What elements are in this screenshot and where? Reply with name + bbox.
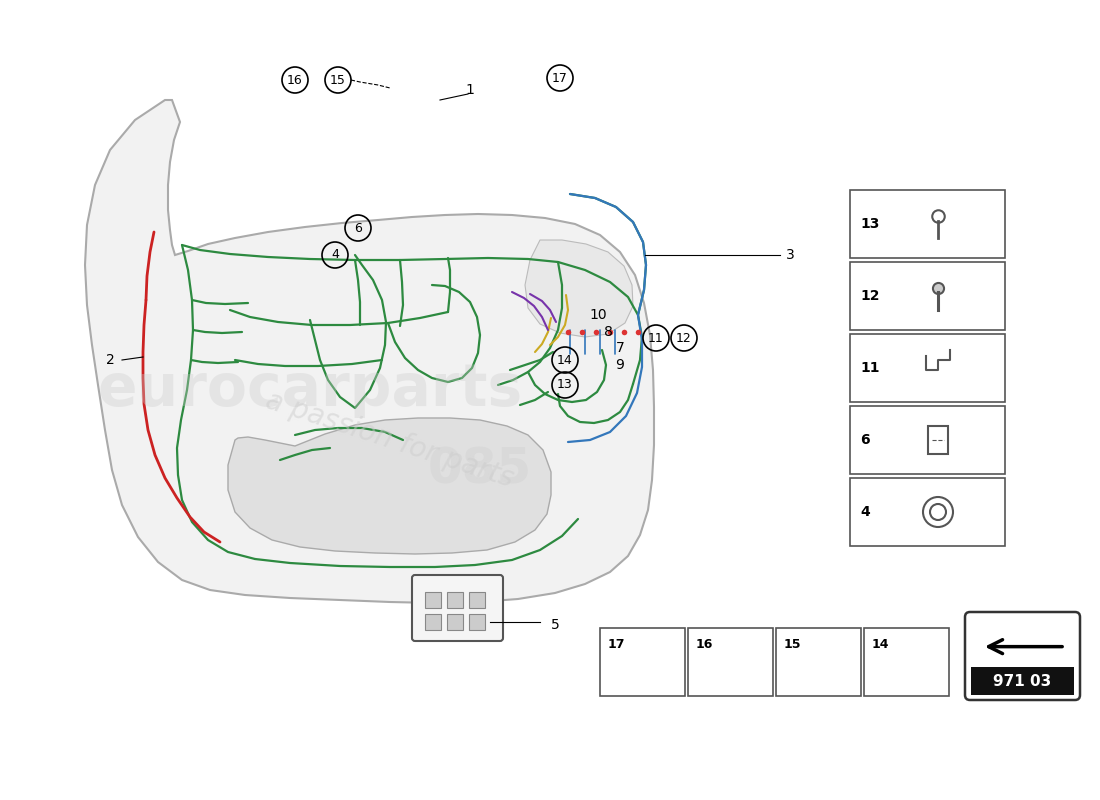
Bar <box>850 262 1005 330</box>
Text: 6: 6 <box>354 222 362 234</box>
Text: 15: 15 <box>330 74 345 86</box>
Text: a passion for parts: a passion for parts <box>263 386 517 494</box>
Text: 4: 4 <box>860 505 870 519</box>
Polygon shape <box>228 418 551 554</box>
Text: 7: 7 <box>616 341 625 355</box>
Text: 17: 17 <box>608 638 626 651</box>
Text: 5: 5 <box>551 618 560 632</box>
Text: 17: 17 <box>552 71 568 85</box>
Bar <box>850 406 1005 474</box>
Bar <box>425 614 441 630</box>
Bar <box>447 592 463 608</box>
Text: 8: 8 <box>604 325 613 339</box>
Text: 13: 13 <box>860 217 879 231</box>
Text: 10: 10 <box>590 308 607 322</box>
Text: 1: 1 <box>465 83 474 97</box>
FancyBboxPatch shape <box>412 575 503 641</box>
Text: 971 03: 971 03 <box>993 674 1052 689</box>
Bar <box>864 628 949 696</box>
Bar <box>776 628 861 696</box>
Bar <box>447 614 463 630</box>
Bar <box>850 478 1005 546</box>
Polygon shape <box>85 100 655 603</box>
Bar <box>688 628 773 696</box>
Text: 13: 13 <box>557 378 573 391</box>
Text: 15: 15 <box>784 638 802 651</box>
Bar <box>850 190 1005 258</box>
Bar <box>971 667 1074 695</box>
Bar <box>850 334 1005 402</box>
Text: 11: 11 <box>648 331 664 345</box>
Text: 16: 16 <box>287 74 303 86</box>
Text: 2: 2 <box>106 353 114 367</box>
Bar <box>928 426 948 454</box>
Text: 3: 3 <box>785 248 794 262</box>
Text: 14: 14 <box>872 638 890 651</box>
Bar <box>469 614 485 630</box>
Text: 14: 14 <box>557 354 573 366</box>
Text: eurocarparts: eurocarparts <box>98 362 522 418</box>
FancyBboxPatch shape <box>965 612 1080 700</box>
Polygon shape <box>525 240 632 337</box>
Text: 4: 4 <box>331 249 339 262</box>
Bar <box>469 592 485 608</box>
Text: 11: 11 <box>860 361 880 375</box>
Text: 6: 6 <box>860 433 870 447</box>
Text: 12: 12 <box>676 331 692 345</box>
Text: 9: 9 <box>616 358 625 372</box>
Text: 12: 12 <box>860 289 880 303</box>
Bar <box>600 628 685 696</box>
Text: 085: 085 <box>428 446 532 494</box>
Text: 16: 16 <box>696 638 714 651</box>
Bar <box>425 592 441 608</box>
